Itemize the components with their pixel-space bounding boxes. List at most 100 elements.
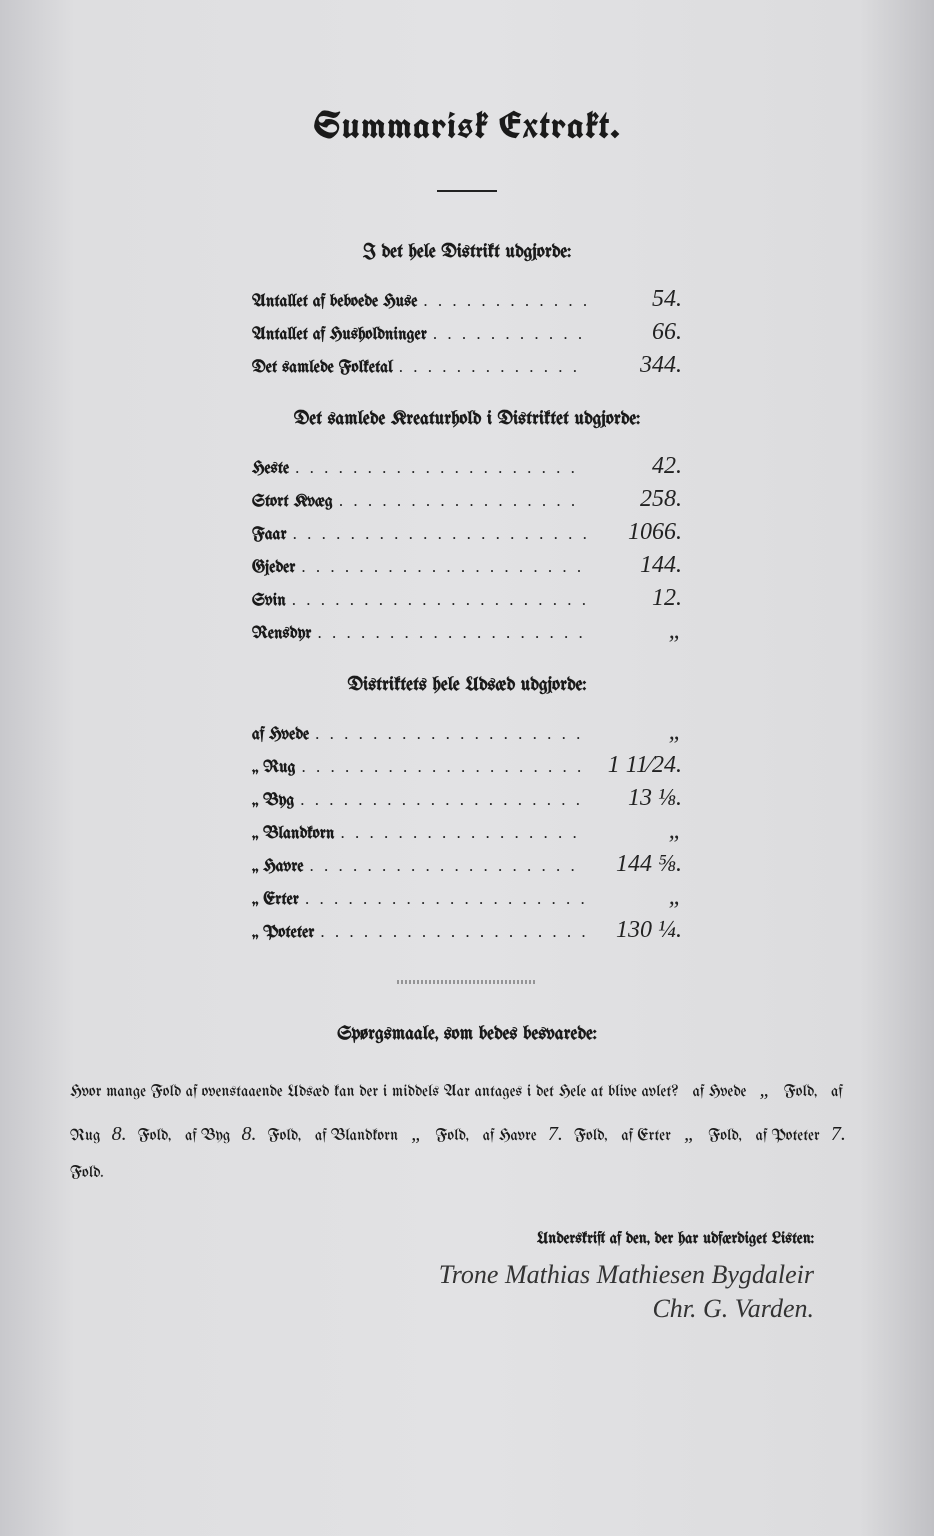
dot-leaders [302,757,586,778]
row-value: „ [592,618,682,645]
q-item-label: af Poteter [756,1128,820,1145]
q-item-value: „ [676,1112,704,1156]
q-item-label: af Havre [483,1128,537,1145]
dot-leaders [340,823,586,844]
dot-leaders [293,524,586,545]
section2-rows: Heste 42. Stort Kvæg 258. Faar 1066. Gje… [252,453,682,645]
q-item-label: af Hvede [693,1084,747,1101]
row-value: „ [592,818,682,845]
table-row: „ Erter „ [252,884,682,911]
row-value: 144. [592,552,682,579]
q-item-label: af Erter [621,1128,671,1145]
table-row: „ Poteter 130 ¼. [252,917,682,944]
table-row: Det samlede Folketal 344. [252,352,682,379]
row-label: af Hvede [252,727,309,744]
row-value: „ [592,719,682,746]
row-label: „ Poteter [252,925,314,942]
q-item-value: 7. [824,1112,852,1156]
row-value: 1066. [592,519,682,546]
row-label: „ Blandkorn [252,826,334,843]
signature-heading: Underskrift af den, der har udfærdiget L… [60,1231,814,1248]
q-item-suffix: Fold. [70,1165,104,1182]
table-row: Antallet af Husholdninger 66. [252,319,682,346]
q-item-value: 8. [235,1112,263,1156]
row-label: Gjeder [252,560,295,577]
q-item-suffix: Fold, [708,1128,741,1145]
dot-leaders [399,357,586,378]
row-value: 1 11⁄24. [592,752,682,779]
questions-block: Hvor mange Fold af ovenstaaende Udsæd ka… [60,1068,874,1191]
dot-leaders [320,922,586,943]
section1-rows: Antallet af beboede Huse 54. Antallet af… [252,286,682,379]
table-row: Faar 1066. [252,519,682,546]
row-label: Antallet af Husholdninger [252,327,427,344]
row-label: „ Rug [252,760,296,777]
signature-block: Trone Mathias Mathiesen Bygdaleir Chr. G… [60,1258,814,1326]
row-value: 12. [592,585,682,612]
table-row: Heste 42. [252,453,682,480]
signature-line-2: Chr. G. Varden. [60,1292,814,1326]
row-label: Svin [252,593,286,610]
section-divider [397,980,537,984]
row-value: 144 ⅝. [592,851,682,878]
table-row: „ Rug 1 11⁄24. [252,752,682,779]
dot-leaders [433,324,586,345]
row-value: 258. [592,486,682,513]
q-item-suffix: Fold, [268,1128,301,1145]
table-row: Gjeder 144. [252,552,682,579]
section3-rows: af Hvede „ „ Rug 1 11⁄24. „ Byg 13 ⅛. „ … [252,719,682,944]
row-label: Det samlede Folketal [252,360,393,377]
dot-leaders [301,557,586,578]
section3-heading: Distriktets hele Udsæd udgjorde: [60,675,874,695]
signature-line-1: Trone Mathias Mathiesen Bygdaleir [60,1258,814,1292]
row-value: 42. [592,453,682,480]
table-row: af Hvede „ [252,719,682,746]
table-row: „ Byg 13 ⅛. [252,785,682,812]
dot-leaders [315,724,586,745]
dot-leaders [310,856,586,877]
dot-leaders [300,790,586,811]
section2-heading: Det samlede Kreaturhold i Distriktet udg… [60,409,874,429]
q-item-value: 7. [541,1112,569,1156]
table-row: Antallet af beboede Huse 54. [252,286,682,313]
row-label: Heste [252,461,289,478]
row-label: Rensdyr [252,626,311,643]
q-item-suffix: Fold, [574,1128,607,1145]
row-label: Faar [252,527,287,544]
q-item-value: 8. [105,1112,133,1156]
page-title: Summarisk Extrakt. [60,100,874,150]
q-item-label: af Byg [185,1128,230,1145]
row-label: Stort Kvæg [252,494,333,511]
dot-leaders [317,623,586,644]
questions-lead: Hvor mange Fold af ovenstaaende Udsæd ka… [70,1084,679,1101]
dot-leaders [295,458,586,479]
row-label: „ Havre [252,859,304,876]
document-page: Summarisk Extrakt. I det hele Distrikt u… [0,0,934,1536]
row-value: 130 ¼. [592,917,682,944]
dot-leaders [305,889,586,910]
row-label: Antallet af beboede Huse [252,294,417,311]
section1-heading: I det hele Distrikt udgjorde: [60,242,874,262]
dot-leaders [339,491,586,512]
table-row: Stort Kvæg 258. [252,486,682,513]
table-row: „ Havre 144 ⅝. [252,851,682,878]
dot-leaders [423,291,586,312]
row-value: 54. [592,286,682,313]
table-row: Rensdyr „ [252,618,682,645]
row-value: 66. [592,319,682,346]
dot-leaders [292,590,586,611]
table-row: Svin 12. [252,585,682,612]
table-row: „ Blandkorn „ [252,818,682,845]
row-label: „ Erter [252,892,299,909]
row-value: 344. [592,352,682,379]
row-value: 13 ⅛. [592,785,682,812]
row-label: „ Byg [252,793,294,810]
q-item-suffix: Fold, [435,1128,468,1145]
questions-heading: Spørgsmaale, som bedes besvarede: [60,1024,874,1044]
q-item-label: af Blandkorn [315,1128,398,1145]
q-item-value: „ [403,1112,431,1156]
q-item-suffix: Fold, [784,1084,817,1101]
row-value: „ [592,884,682,911]
title-rule [437,190,497,192]
q-item-value: „ [751,1068,779,1112]
